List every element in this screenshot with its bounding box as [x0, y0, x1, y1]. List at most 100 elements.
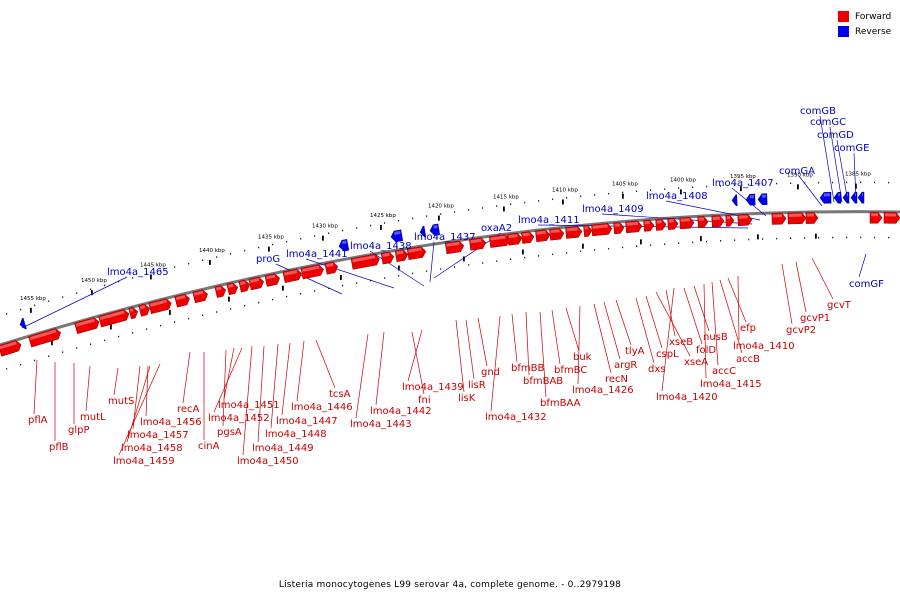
tick-mark	[398, 265, 400, 271]
tick-layer: 1455 kbp 1450 kbp 1445 kbp 1440 kbp 1435 kbp…	[6, 172, 890, 370]
track-dot	[300, 293, 302, 295]
forward-leader-line	[593, 303, 612, 374]
forward-gene-label: glpP	[68, 425, 90, 436]
track-dot	[846, 181, 848, 184]
track-dot	[776, 182, 778, 185]
forward-gene	[583, 225, 593, 237]
forward-gene	[264, 273, 280, 287]
track-dot	[496, 260, 498, 262]
forward-gene	[679, 216, 695, 230]
track-dot	[34, 304, 36, 307]
tick-mark	[51, 340, 53, 346]
forward-gene-label: lmo4a_1443	[350, 419, 412, 430]
track-dot	[146, 328, 148, 330]
track-dot	[90, 288, 92, 290]
track-dot	[202, 259, 204, 262]
track-dot	[370, 224, 372, 227]
reverse-gene-label: lmo4a_1408	[646, 191, 708, 202]
track-dot	[230, 308, 232, 310]
forward-leader-line	[795, 261, 807, 313]
forward-gene-label: lmo4a_1451	[218, 400, 280, 411]
tick-label: 1400 kbp	[670, 177, 696, 183]
track-dot	[272, 298, 274, 301]
track-dot	[734, 239, 736, 241]
track-dot	[342, 229, 344, 232]
track-dot	[510, 258, 512, 261]
track-dot	[538, 200, 540, 202]
forward-leader-line	[315, 339, 336, 389]
track-dot	[6, 368, 8, 370]
reverse-gene-label: oxaA2	[481, 223, 512, 234]
track-dot	[174, 321, 176, 323]
tick-mark	[438, 215, 440, 221]
tick-mark	[30, 307, 32, 313]
track-dot	[132, 277, 134, 279]
forward-leader-line	[213, 347, 243, 413]
forward-gene-label: pgsA	[217, 427, 242, 438]
reverse-leader-line	[829, 126, 843, 203]
forward-leader-line	[615, 299, 632, 346]
track-dot	[776, 237, 778, 240]
forward-leader-line	[223, 347, 235, 400]
forward-gene	[488, 234, 511, 248]
gene-layer	[0, 191, 900, 357]
reverse-leader-line	[429, 241, 435, 283]
track-dot	[622, 246, 624, 249]
tick-mark	[700, 236, 702, 242]
track-dot	[48, 300, 50, 302]
forward-leader-line	[270, 343, 279, 429]
track-dot	[230, 253, 232, 255]
forward-gene	[444, 240, 465, 255]
track-dot	[146, 273, 148, 275]
track-dot	[678, 187, 680, 189]
forward-gene-label: mutL	[80, 412, 106, 423]
track-dot	[188, 262, 190, 265]
forward-gene	[282, 268, 302, 283]
track-dot	[678, 242, 680, 244]
forward-gene-label: lisK	[458, 393, 476, 404]
forward-leader-line	[661, 287, 675, 392]
legend: Forward Reverse	[838, 9, 891, 39]
reverse-gene	[850, 191, 858, 204]
forward-gene-label: xseB	[669, 337, 693, 348]
forward-gene-label: argR	[614, 360, 637, 371]
forward-gene-label: lmo4a_1420	[656, 392, 718, 403]
forward-gene	[148, 298, 172, 315]
track-dot	[90, 343, 92, 345]
forward-leader-line	[719, 279, 743, 354]
track-dot	[174, 266, 176, 268]
reverse-leader-line	[369, 250, 425, 287]
forward-gene-label: lmo4a_1410	[733, 341, 795, 352]
forward-gene	[0, 340, 22, 357]
reverse-gene-label: comGC	[810, 117, 846, 128]
reverse-gene	[757, 193, 768, 206]
forward-gene	[468, 237, 487, 251]
reverse-swatch	[838, 26, 849, 37]
track-dot	[552, 253, 554, 256]
forward-gene-label: lmo4a_1432	[485, 412, 547, 423]
tick-label: 1455 kbp	[20, 296, 46, 302]
track-dot	[104, 284, 106, 287]
forward-gene	[380, 251, 395, 265]
track-dot	[76, 292, 78, 294]
forward-leader-line	[565, 307, 580, 352]
forward-leader-line	[118, 363, 161, 456]
track-dot	[650, 244, 652, 246]
forward-gene-label: lmo4a_1456	[140, 417, 202, 428]
forward-gene	[771, 212, 787, 225]
forward-gene-label: fni	[418, 395, 431, 406]
forward-leader-line	[781, 263, 793, 325]
forward-gene	[667, 218, 679, 230]
track-dot	[888, 236, 890, 239]
forward-gene-label: bfmBAB	[523, 376, 563, 387]
forward-gene	[805, 212, 819, 224]
track-dot	[118, 280, 120, 283]
forward-leader-line	[407, 329, 423, 382]
forward-gene	[226, 282, 239, 296]
tick-mark	[169, 309, 171, 315]
tick-label: 1415 kbp	[493, 194, 519, 200]
forward-leader-line	[525, 311, 530, 376]
forward-gene-label: gnd	[481, 367, 500, 378]
track-dot	[482, 207, 484, 209]
